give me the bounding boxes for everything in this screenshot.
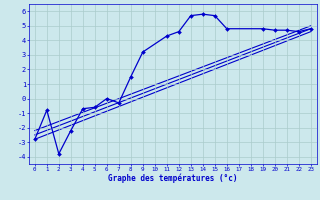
X-axis label: Graphe des températures (°c): Graphe des températures (°c) <box>108 173 237 183</box>
